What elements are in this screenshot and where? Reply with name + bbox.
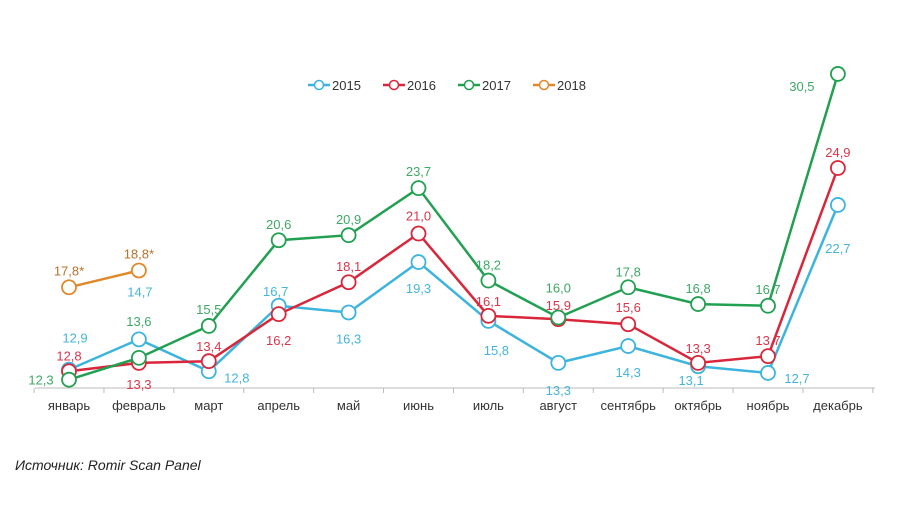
data-point-2016 — [830, 160, 846, 176]
series-line-2018 — [68, 269, 140, 289]
legend-marker-2018 — [538, 79, 550, 91]
legend-label-2017: 2017 — [482, 78, 511, 93]
data-label-2017: 13,6 — [126, 314, 151, 329]
data-label-2016: 13,4 — [196, 339, 221, 354]
data-label-2015: 14,3 — [616, 365, 641, 380]
data-label-2015: 12,7 — [784, 371, 809, 386]
data-label-2015: 12,9 — [62, 331, 87, 346]
data-point-2015 — [760, 365, 776, 381]
series-line-2015 — [68, 204, 840, 375]
x-tick-label: июнь — [403, 398, 434, 413]
data-point-2015 — [340, 304, 357, 321]
data-point-2017 — [270, 232, 287, 249]
data-label-2017: 30,5 — [789, 79, 814, 94]
data-label-2017: 12,3 — [28, 373, 53, 388]
data-point-2016 — [340, 274, 357, 291]
data-label-2017: 23,7 — [406, 164, 431, 179]
data-point-2015 — [830, 197, 846, 213]
x-tick-label: март — [194, 398, 223, 413]
series-line-2016 — [68, 167, 840, 373]
data-point-2017 — [760, 297, 776, 314]
data-point-2017 — [340, 227, 357, 244]
data-point-2016 — [410, 225, 427, 242]
data-point-2015 — [130, 331, 147, 348]
data-label-2016: 21,0 — [406, 209, 431, 224]
x-tick-label: сентябрь — [601, 398, 657, 413]
source-note: Источник: Romir Scan Panel — [15, 457, 201, 473]
data-point-2017 — [620, 279, 637, 296]
data-label-2016: 13,3 — [126, 377, 151, 392]
data-label-2016: 16,1 — [476, 294, 501, 309]
x-tick-label: апрель — [257, 398, 300, 413]
data-label-2015: 15,8 — [484, 343, 509, 358]
data-point-2017 — [410, 180, 427, 197]
data-label-2017: 15,5 — [196, 302, 221, 317]
data-point-2016 — [480, 307, 497, 324]
data-point-2016 — [200, 353, 217, 370]
data-point-2015 — [620, 338, 637, 354]
data-label-2015: 13,3 — [546, 383, 571, 398]
data-label-2015: 22,7 — [825, 241, 850, 256]
data-label-2017: 17,8 — [616, 264, 641, 279]
data-point-2015 — [410, 254, 427, 270]
legend-label-2016: 2016 — [407, 78, 436, 93]
data-point-2017 — [61, 371, 77, 388]
data-label-2017: 20,6 — [266, 217, 291, 232]
data-label-2016: 16,2 — [266, 333, 291, 348]
legend-marker-2015 — [313, 79, 325, 91]
series-line-2017 — [68, 73, 840, 381]
data-label-2016: 13,3 — [685, 341, 710, 356]
data-point-2016 — [690, 354, 706, 371]
data-point-2017 — [480, 272, 497, 289]
x-tick-label: февраль — [112, 398, 166, 413]
data-label-2015: 16,7 — [263, 284, 288, 299]
data-point-2016 — [620, 316, 637, 333]
data-point-2018 — [61, 279, 77, 296]
x-tick-label: июль — [473, 398, 504, 413]
x-tick-label: ноябрь — [747, 398, 790, 413]
data-label-2016: 15,6 — [616, 300, 641, 315]
data-label-2016: 13,7 — [755, 333, 780, 348]
legend-label-2018: 2018 — [557, 78, 586, 93]
data-point-2017 — [200, 318, 217, 334]
data-label-2017: 18,2 — [476, 258, 501, 273]
data-label-2017: 16,8 — [685, 281, 710, 296]
data-label-2017: 16,7 — [755, 282, 780, 297]
legend-marker-2017 — [463, 79, 475, 91]
data-point-2017 — [830, 66, 846, 82]
legend-label-2015: 2015 — [332, 78, 361, 93]
data-point-2018 — [130, 262, 147, 279]
data-label-2015: 14,7 — [127, 284, 152, 299]
data-label-2017: 20,9 — [336, 212, 361, 227]
legend-marker-2016 — [388, 79, 400, 91]
data-label-2018: 18,8* — [124, 246, 154, 261]
data-label-2016: 12,8 — [56, 348, 81, 363]
data-point-2017 — [550, 309, 567, 326]
x-tick-label: май — [337, 398, 360, 413]
data-point-2015 — [550, 354, 567, 371]
data-point-2017 — [690, 296, 706, 312]
data-label-2016: 24,9 — [825, 145, 850, 160]
data-label-2018: 17,8* — [54, 263, 84, 278]
data-label-2015: 13,1 — [678, 373, 703, 388]
data-point-2017 — [130, 349, 147, 366]
x-tick-label: октябрь — [674, 398, 722, 413]
data-label-2017: 16,0 — [546, 281, 571, 296]
data-label-2015: 16,3 — [336, 331, 361, 346]
x-tick-label: январь — [48, 398, 90, 413]
data-label-2015: 19,3 — [406, 281, 431, 296]
data-point-2016 — [270, 306, 287, 323]
data-label-2015: 12,8 — [224, 370, 249, 385]
x-tick-label: август — [539, 398, 577, 413]
data-label-2016: 15,9 — [546, 298, 571, 313]
data-label-2016: 18,1 — [336, 259, 361, 274]
data-point-2016 — [760, 348, 776, 365]
x-tick-label: декабрь — [813, 398, 863, 413]
